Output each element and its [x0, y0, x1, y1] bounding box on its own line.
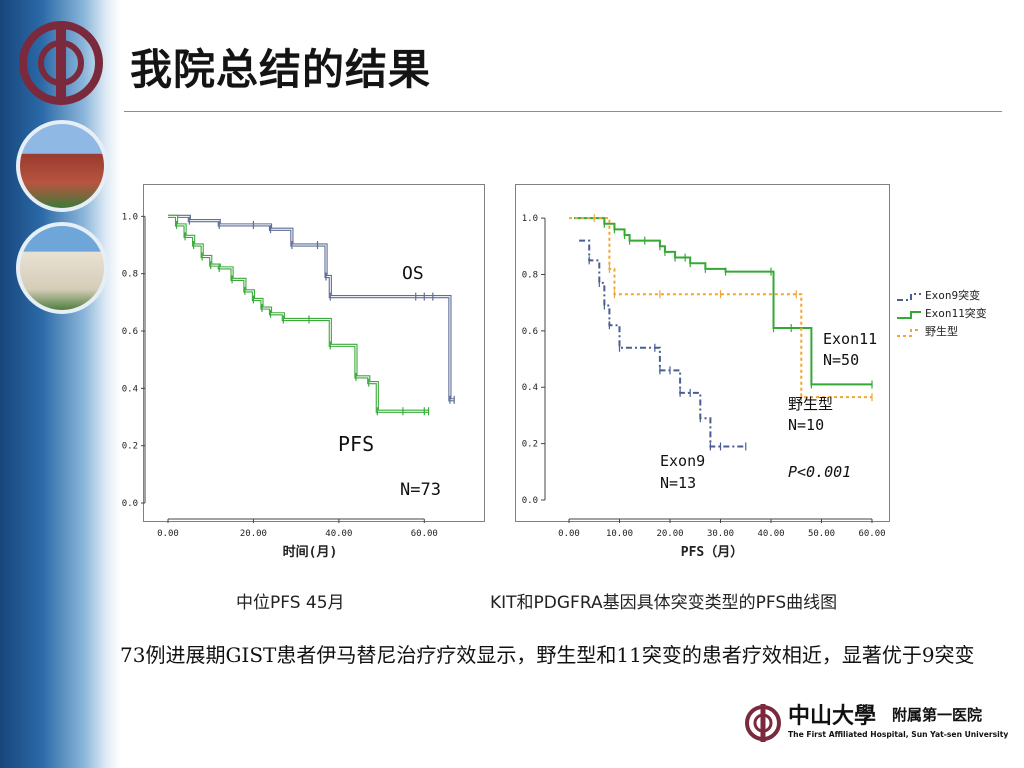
- y-tick-label: 0.6: [522, 327, 538, 337]
- x-tick-label: 30.00: [707, 529, 734, 539]
- n-annotation: N=73: [400, 480, 441, 500]
- legend-label: 野生型: [925, 324, 958, 338]
- x-tick-label: 60.00: [411, 529, 438, 539]
- x-axis-label: PFS（月）: [681, 544, 743, 560]
- x-tick-label: 60.00: [858, 529, 885, 539]
- summary-text: 73例进展期GIST患者伊马替尼治疗疗效显示，野生型和11突变的患者疗效相近，显…: [120, 643, 975, 667]
- hospital-logo: 中山大學 附属第一医院 The First Affiliated Hospita…: [742, 698, 1012, 748]
- exon9-annotation: Exon9: [660, 452, 705, 470]
- exon11-annotation: N=50: [823, 351, 859, 369]
- exon9-annotation: N=13: [660, 474, 696, 492]
- y-tick-label: 1.0: [522, 214, 538, 224]
- x-tick-label: 20.00: [240, 529, 267, 539]
- x-tick-label: 50.00: [808, 529, 835, 539]
- legend-label: Exon9突变: [925, 288, 980, 302]
- building-photo-2: [16, 222, 108, 314]
- legend-swatch: [897, 329, 921, 337]
- x-tick-label: 20.00: [656, 529, 683, 539]
- y-tick-label: 0.8: [522, 270, 538, 280]
- y-tick-label: 0.4: [522, 383, 538, 393]
- series-line-2: [569, 217, 872, 399]
- y-tick-label: 0.0: [122, 499, 138, 509]
- series-line-0: [579, 239, 746, 448]
- legend-swatch: [897, 311, 921, 319]
- legend-label: Exon11突变: [925, 306, 987, 320]
- building-photo-1: [16, 120, 108, 212]
- y-tick-label: 0.4: [122, 384, 138, 394]
- os-annotation: OS: [402, 263, 424, 284]
- os-pfs-chart: 0.0 0.2 0.4 0.6 0.8 1.0 0.00 20.00 40.00 60.00 时间(…: [122, 212, 455, 560]
- os-pfs-chart-frame: [143, 184, 485, 522]
- x-tick-label: 40.00: [757, 529, 784, 539]
- pfs-annotation: PFS: [338, 432, 374, 456]
- wildtype-annotation: N=10: [788, 416, 824, 434]
- y-tick-label: 1.0: [122, 212, 138, 222]
- left-chart-caption: 中位PFS 45月: [236, 593, 345, 613]
- wildtype-annotation: 野生型: [788, 395, 833, 413]
- y-tick-label: 0.6: [122, 327, 138, 337]
- x-tick-label: 0.00: [157, 529, 179, 539]
- y-tick-label: 0.2: [122, 442, 138, 452]
- y-tick-label: 0.8: [122, 270, 138, 280]
- hospital-name-en: The First Affiliated Hospital, Sun Yat-s…: [788, 730, 1009, 739]
- x-axis-label: 时间(月): [283, 544, 338, 560]
- hospital-name-cn: 中山大學: [788, 703, 877, 729]
- university-logo-icon: [19, 21, 103, 105]
- x-tick-label: 10.00: [606, 529, 633, 539]
- sidebar-band: [0, 0, 120, 768]
- legend-swatch: [897, 293, 921, 301]
- mutation-pfs-chart: 0.0 0.2 0.4 0.6 0.8 1.0 0.00 10.00 20.00 30.00 40.…: [522, 214, 987, 560]
- title-divider: [124, 111, 1002, 112]
- right-chart-caption: KIT和PDGFRA基因具体突变类型的PFS曲线图: [490, 593, 838, 613]
- series-line-0: [168, 214, 455, 402]
- y-tick-label: 0.0: [522, 496, 538, 506]
- hospital-emblem-icon: [745, 704, 781, 742]
- exon11-annotation: Exon11: [823, 330, 877, 348]
- pvalue-annotation: P<0.001: [788, 463, 851, 481]
- hospital-name-sub: 附属第一医院: [892, 706, 983, 724]
- mutation-pfs-chart-frame: [515, 184, 890, 522]
- page-title: 我院总结的结果: [130, 45, 432, 94]
- y-tick-label: 0.2: [522, 440, 538, 450]
- x-tick-label: 40.00: [325, 529, 352, 539]
- x-tick-label: 0.00: [558, 529, 580, 539]
